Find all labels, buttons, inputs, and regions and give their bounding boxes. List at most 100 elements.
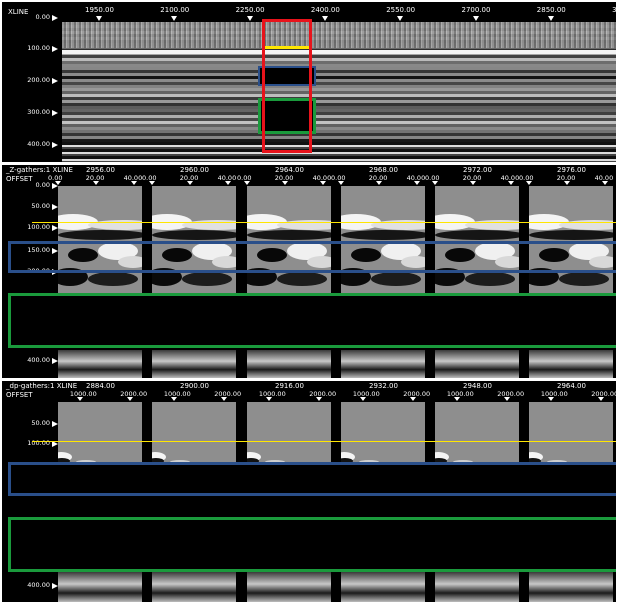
offset-tick-label: 1000.00	[258, 390, 286, 398]
offset-tick-label: 2000.00	[403, 390, 431, 398]
green-selection-box[interactable]	[8, 517, 616, 572]
offset-tick-label: 40.00	[312, 174, 332, 182]
x-tick-label: 1950.00	[85, 6, 114, 14]
offset-tick-label: 2000.00	[120, 390, 148, 398]
xline-axis-header: XLINE 1950.00 2100.00 2250.00 2400.00 2550.0…	[2, 2, 616, 22]
y-tick-marker	[52, 441, 58, 447]
x-tick-marker	[397, 16, 404, 21]
offset-tick-marker	[92, 181, 99, 185]
dp-gathers-panel[interactable]: _dp-gathers:1 XLINE OFFSET 2884.00 2900.0…	[2, 381, 616, 602]
gather-event	[341, 458, 353, 463]
gather-event	[247, 230, 331, 240]
offset-tick-marker	[601, 181, 608, 185]
gather-event	[589, 256, 613, 268]
offset-tick-marker	[338, 181, 344, 185]
gather-event	[435, 452, 449, 462]
y-tick-label: 100.00	[27, 439, 50, 447]
gather-event	[192, 242, 232, 260]
offset-tick-label: 20.00	[274, 174, 294, 182]
gathers-title: _Z-gathers:1 XLINE	[6, 166, 73, 174]
gather-column	[247, 186, 331, 294]
offset-tick-label: 0.00	[425, 174, 440, 182]
horizon-line	[32, 441, 616, 442]
offset-tick-marker	[130, 181, 137, 185]
offset-tick-marker	[244, 181, 250, 185]
gather-event	[162, 248, 192, 262]
deep-reflectors	[62, 142, 616, 162]
x-tick-label: 2100.00	[160, 6, 190, 14]
gather-event	[547, 460, 567, 463]
gather-lower	[152, 350, 236, 378]
x-tick-label: 2550.00	[386, 6, 416, 14]
x-tick-marker	[171, 16, 178, 21]
offset-tick-marker	[453, 397, 460, 401]
red-selection-box[interactable]	[262, 19, 312, 153]
x-tick-label: 2700.00	[461, 6, 491, 14]
x-tick-label: 2400.00	[310, 6, 340, 14]
y-tick-label: 300.00	[27, 108, 50, 116]
gather-lower	[58, 350, 142, 378]
gather-event	[341, 452, 355, 462]
gather-column	[435, 186, 519, 294]
gather-event	[247, 452, 261, 462]
gather-lower	[247, 350, 331, 378]
blue-selection-box[interactable]	[8, 241, 616, 273]
offset-tick-label: 40.00	[500, 174, 520, 182]
blue-selection-box[interactable]	[8, 462, 616, 496]
offset-tick-label: 2000.00	[214, 390, 242, 398]
z-gathers-panel[interactable]: _Z-gathers:1 XLINE OFFSET 2956.00 2960.00…	[2, 165, 616, 378]
y-tick-label: 400.00	[27, 356, 50, 364]
gather-event	[287, 242, 327, 260]
offset-tick-label: 20.00	[368, 174, 388, 182]
gather-column	[58, 402, 142, 463]
y-tick-marker	[52, 46, 58, 52]
y-tick-label: 100.00	[27, 44, 50, 52]
gather-event	[152, 458, 164, 463]
green-selection-box[interactable]	[8, 293, 616, 348]
masked-zone-green	[260, 100, 314, 132]
y-tick-marker	[52, 142, 58, 148]
y-tick-marker	[52, 204, 58, 210]
gather-column	[341, 186, 425, 294]
gather-event	[58, 458, 70, 463]
gather-lower	[58, 572, 142, 602]
gather-event	[182, 272, 232, 286]
gather-event	[475, 242, 515, 260]
gather-event	[495, 256, 519, 268]
offset-tick-label: 0.00	[48, 174, 63, 182]
horizon-line	[265, 46, 311, 49]
offset-tick-marker	[316, 397, 323, 401]
green-selection-box[interactable]	[258, 98, 316, 134]
offset-tick-label: 40.00	[123, 174, 143, 182]
x-tick-label: 2250.00	[235, 6, 265, 14]
gather-event	[539, 248, 569, 262]
offset-tick-label: 1000.00	[163, 390, 191, 398]
gather-event	[435, 230, 519, 240]
gather-event	[559, 272, 609, 286]
offset-tick-marker	[432, 181, 438, 185]
y-tick-marker	[52, 225, 58, 231]
gather-event	[401, 256, 425, 268]
seismic-section-panel[interactable]: XLINE 1950.00 2100.00 2250.00 2400.00 2550.0…	[2, 2, 616, 162]
offset-tick-marker	[563, 181, 570, 185]
x-tick-marker	[472, 16, 479, 21]
gather-event	[257, 248, 287, 262]
gather-event	[88, 272, 138, 286]
gather-lower	[341, 572, 425, 602]
y-tick-marker	[52, 78, 58, 84]
xline-tick-label: 2964.00	[275, 166, 304, 174]
gather-lower	[247, 572, 331, 602]
y-tick-label: 50.00	[31, 202, 50, 210]
gather-column	[152, 186, 236, 294]
gather-event	[58, 452, 72, 462]
horizon-line	[32, 222, 616, 223]
gather-column	[341, 402, 425, 463]
blue-selection-box[interactable]	[258, 66, 316, 86]
x-tick-marker	[547, 16, 554, 21]
offset-label: OFFSET	[6, 391, 33, 399]
xline-tick-label: 2884.00	[86, 382, 115, 390]
offset-tick-label: 40.00	[217, 174, 237, 182]
xline-tick-label: 2948.00	[463, 382, 492, 390]
gathers-axis-header: _dp-gathers:1 XLINE OFFSET 2884.00 2900.0…	[2, 381, 616, 401]
y-tick-label: 400.00	[27, 140, 50, 148]
